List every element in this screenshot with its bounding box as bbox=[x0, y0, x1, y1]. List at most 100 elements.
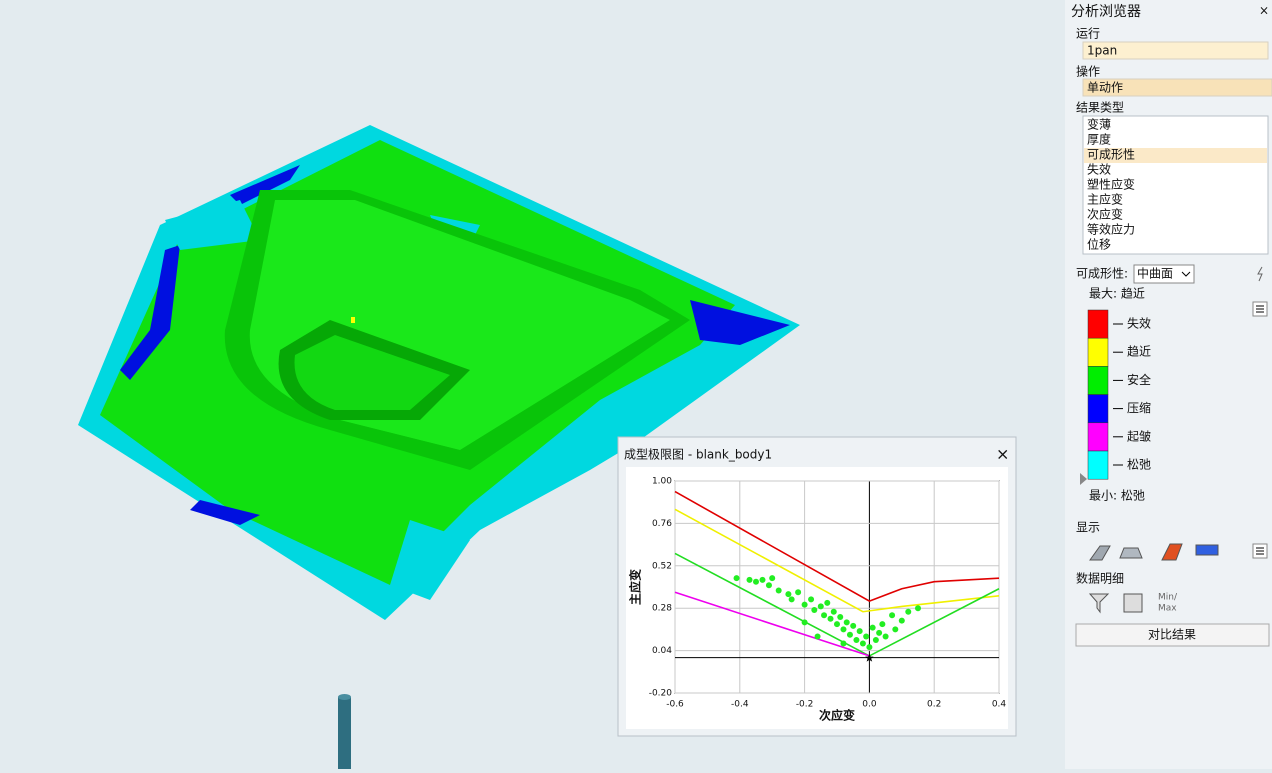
y-tick-label: 1.00 bbox=[652, 477, 672, 487]
x-tick-label: -0.6 bbox=[666, 700, 684, 710]
min-text[interactable]: Min/ bbox=[1158, 593, 1178, 603]
details-label: 数据明细 bbox=[1076, 571, 1124, 586]
strain-point bbox=[811, 606, 818, 613]
compress-region bbox=[120, 245, 180, 380]
strain-point bbox=[834, 621, 840, 628]
legend-label: 安全 bbox=[1127, 372, 1151, 387]
compare-button[interactable] bbox=[1075, 623, 1270, 647]
strain-point bbox=[824, 599, 831, 606]
window-close[interactable]: × bbox=[996, 445, 1009, 464]
display-icon[interactable] bbox=[1119, 547, 1143, 559]
compare-button-label: 对比结果 bbox=[1148, 628, 1196, 642]
strain-point bbox=[866, 644, 873, 651]
result-type[interactable]: 可成形性 bbox=[1087, 148, 1135, 162]
result-type[interactable]: 位移 bbox=[1087, 237, 1111, 252]
legend-label: 起皱 bbox=[1127, 428, 1151, 443]
relax-region bbox=[390, 520, 470, 600]
cylinder-top bbox=[338, 694, 351, 700]
x-tick-label: -0.2 bbox=[796, 700, 814, 710]
compress-region bbox=[690, 300, 790, 345]
hot-spot bbox=[351, 317, 355, 323]
legend-swatch bbox=[1087, 394, 1109, 424]
y-tick-label: -0.20 bbox=[649, 689, 673, 699]
strain-point bbox=[788, 596, 795, 603]
min-label: 最小: 松弛 bbox=[1089, 489, 1145, 503]
strain-point bbox=[850, 622, 857, 629]
legend-pointer bbox=[1080, 473, 1087, 485]
display-icon[interactable] bbox=[1089, 545, 1111, 561]
strain-point bbox=[795, 589, 802, 596]
strain-point bbox=[843, 619, 850, 626]
formability-select[interactable] bbox=[1133, 264, 1195, 284]
strain-point bbox=[905, 608, 912, 615]
display-icon[interactable] bbox=[1161, 543, 1183, 561]
legend-label: 松弛 bbox=[1127, 458, 1151, 472]
strain-point bbox=[879, 621, 886, 628]
pocket-floor bbox=[294, 335, 450, 410]
run-label: 运行 bbox=[1076, 27, 1100, 41]
strain-point bbox=[769, 575, 776, 582]
strain-point bbox=[801, 601, 808, 608]
limit-curve bbox=[674, 591, 870, 657]
window-title: 成型极限图 - blank_body1 bbox=[624, 448, 772, 462]
compress-region bbox=[230, 165, 300, 205]
origin-star bbox=[865, 653, 874, 662]
legend-swatch bbox=[1087, 309, 1109, 339]
strain-point bbox=[859, 640, 866, 647]
strain-point bbox=[814, 633, 821, 640]
limit-curve bbox=[674, 508, 1000, 613]
strain-point bbox=[898, 617, 905, 624]
strain-point bbox=[869, 624, 876, 631]
strain-point bbox=[840, 626, 847, 633]
menu-icon bbox=[1256, 305, 1264, 313]
result-list bbox=[1082, 115, 1269, 255]
strain-point bbox=[853, 637, 860, 643]
table-icon[interactable] bbox=[1123, 593, 1143, 613]
strain-point bbox=[856, 628, 863, 635]
select-arrow bbox=[1181, 271, 1191, 277]
strain-point bbox=[876, 629, 883, 636]
display-label: 显示 bbox=[1076, 521, 1100, 535]
limit-curve bbox=[674, 490, 1000, 603]
result-type[interactable]: 次应变 bbox=[1087, 207, 1123, 222]
panel-title: 分析浏览器 bbox=[1071, 4, 1141, 20]
y-tick-label: 0.28 bbox=[652, 604, 672, 614]
strain-point bbox=[892, 626, 899, 633]
result-type[interactable]: 失效 bbox=[1087, 162, 1111, 177]
result-type[interactable]: 等效应力 bbox=[1087, 222, 1135, 237]
operation-label: 操作 bbox=[1076, 64, 1100, 79]
strain-point bbox=[817, 603, 824, 610]
run-value: 1pan bbox=[1087, 44, 1117, 58]
operation-field[interactable] bbox=[1082, 78, 1272, 97]
menu-icon bbox=[1256, 547, 1264, 555]
legend-swatch bbox=[1087, 422, 1109, 452]
x-tick-label: 0.2 bbox=[927, 700, 941, 710]
strain-point bbox=[821, 612, 828, 619]
strain-point bbox=[915, 605, 921, 612]
legend-swatch bbox=[1087, 337, 1109, 367]
max-text[interactable]: Max bbox=[1158, 604, 1177, 614]
cylinder bbox=[338, 697, 351, 769]
legend-label: 趋近 bbox=[1127, 345, 1151, 359]
lightning-icon[interactable] bbox=[1257, 266, 1263, 282]
strain-point bbox=[775, 587, 782, 594]
probe-icon[interactable] bbox=[1088, 593, 1110, 614]
strain-point bbox=[801, 619, 808, 626]
strain-point bbox=[785, 591, 792, 598]
result-type[interactable]: 变薄 bbox=[1087, 117, 1111, 132]
analysis-panel: 分析浏览器 × 运行 1pan 操作 单动作 结果类型 变薄厚度可成形性失效塑性… bbox=[1065, 0, 1272, 769]
result-type[interactable]: 主应变 bbox=[1087, 192, 1123, 207]
x-tick-label: 0.0 bbox=[862, 700, 877, 710]
strain-point bbox=[882, 633, 889, 640]
result-type[interactable]: 塑性应变 bbox=[1087, 177, 1135, 192]
formability-label: 可成形性: bbox=[1076, 267, 1128, 281]
display-icon[interactable] bbox=[1195, 544, 1219, 556]
strain-point bbox=[830, 608, 837, 615]
strain-point bbox=[846, 631, 853, 638]
strain-point bbox=[746, 576, 753, 583]
max-label: 最大: 趋近 bbox=[1089, 287, 1145, 301]
run-field[interactable] bbox=[1082, 41, 1269, 60]
result-type[interactable]: 厚度 bbox=[1087, 132, 1111, 147]
panel-close[interactable]: × bbox=[1259, 4, 1269, 18]
